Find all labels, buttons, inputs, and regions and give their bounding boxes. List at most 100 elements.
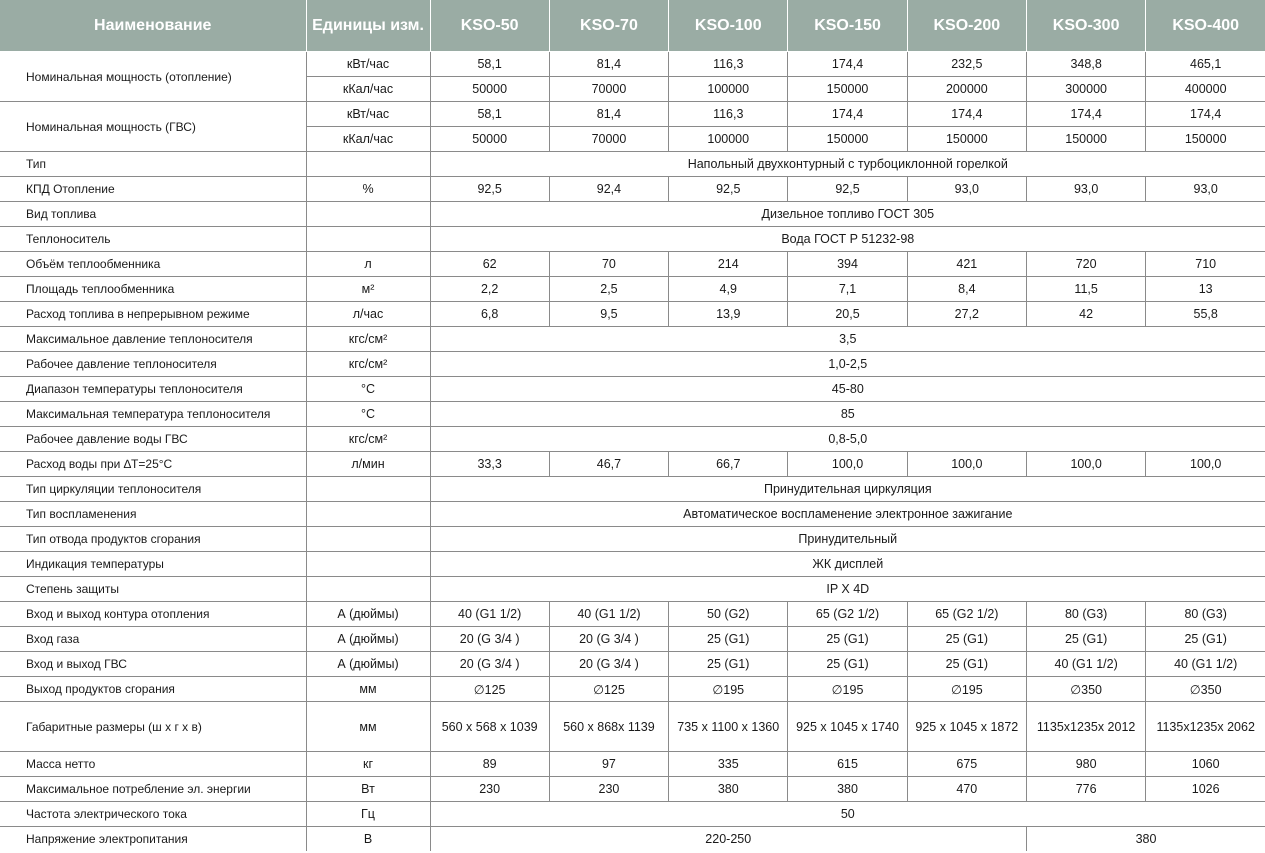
table-row: Габаритные размеры (ш х г х в) мм 560 х 56… bbox=[0, 701, 1265, 752]
value-cell: 25 (G1) bbox=[787, 626, 908, 652]
table-row: Объём теплообменника л 62 70 214 394 421 720 710 bbox=[0, 251, 1265, 277]
value-cell: 421 bbox=[906, 251, 1027, 277]
parameter-name: Степень защиты bbox=[0, 576, 307, 602]
value-cell: ∅195 bbox=[787, 676, 908, 702]
parameter-name: Номинальная мощность (ГВС) bbox=[0, 101, 307, 152]
parameter-name: Теплоноситель bbox=[0, 226, 307, 252]
value-cell: 380 bbox=[668, 776, 789, 802]
value-cell: 25 (G1) bbox=[1025, 626, 1147, 652]
value-cell: 80 (G3) bbox=[1025, 601, 1147, 627]
parameter-name: Габаритные размеры (ш х г х в) bbox=[0, 701, 307, 752]
header-model: KSO-70 bbox=[548, 0, 670, 52]
value-cell: 174,4 bbox=[906, 101, 1027, 127]
unit-cell bbox=[305, 576, 431, 602]
unit-cell bbox=[305, 226, 431, 252]
table-row: Тип циркуляции теплоносителя Принудительн… bbox=[0, 476, 1265, 502]
value-cell: 174,4 bbox=[787, 51, 908, 77]
value-cell: 100,0 bbox=[906, 451, 1027, 477]
value-cell: 214 bbox=[668, 251, 789, 277]
value-cell: 13,9 bbox=[668, 301, 789, 327]
value-cell: 42 bbox=[1025, 301, 1147, 327]
unit-cell: кКал/час bbox=[306, 76, 431, 102]
table-row: Выход продуктов сгорания мм ∅125 ∅125 ∅195 ∅1… bbox=[0, 676, 1265, 702]
table-row: КПД Отопление% 92,5 92,4 92,5 92,5 93,0 93,0 93… bbox=[0, 176, 1265, 202]
unit-cell: м² bbox=[305, 276, 431, 302]
unit-cell: мм bbox=[305, 676, 431, 702]
parameter-name: Максимальное давление теплоносителя bbox=[0, 326, 307, 352]
value-cell: 465,1 bbox=[1145, 51, 1265, 77]
merged-value-cell: 3,5 bbox=[429, 326, 1265, 352]
table-row: Тип Напольный двухконтурный с турбоциклон… bbox=[0, 151, 1265, 177]
table-row: Тип отвода продуктов сгорания Принудитель… bbox=[0, 526, 1265, 552]
value-cell: 20 (G 3/4 ) bbox=[548, 626, 670, 652]
value-cell: 93,0 bbox=[1025, 176, 1147, 202]
table-row: Рабочее давление воды ГВС кгс/см² 0,8-5,0 bbox=[0, 426, 1265, 452]
table-row: Площадь теплообменника м² 2,2 2,5 4,9 7,1 8,4 1… bbox=[0, 276, 1265, 302]
value-cell: 174,4 bbox=[1145, 101, 1265, 127]
merged-value-cell: 380 bbox=[1025, 826, 1265, 851]
value-cell: 50000 bbox=[429, 126, 550, 152]
value-cell: 55,8 bbox=[1145, 301, 1265, 327]
value-cell: 62 bbox=[429, 251, 550, 277]
header-model: KSO-100 bbox=[668, 0, 789, 52]
table-row: кКал/час 50000 70000 100000 150000 150000 1500… bbox=[0, 126, 1265, 152]
value-cell: 1060 bbox=[1145, 751, 1265, 777]
parameter-name: Расход топлива в непрерывном режиме bbox=[0, 301, 307, 327]
value-cell: 93,0 bbox=[906, 176, 1027, 202]
value-cell: ∅350 bbox=[1145, 676, 1265, 702]
value-cell: 20,5 bbox=[787, 301, 908, 327]
value-cell: 70 bbox=[548, 251, 670, 277]
value-cell: 335 bbox=[668, 751, 789, 777]
value-cell: 20 (G 3/4 ) bbox=[429, 651, 550, 677]
unit-cell: Гц bbox=[305, 801, 431, 827]
value-cell: 720 bbox=[1025, 251, 1147, 277]
unit-cell bbox=[305, 201, 431, 227]
value-cell: 925 х 1045 х 1740 bbox=[787, 701, 908, 752]
unit-cell: В bbox=[305, 826, 431, 851]
value-cell: 58,1 bbox=[429, 101, 550, 127]
value-cell: 6,8 bbox=[429, 301, 550, 327]
unit-cell: % bbox=[305, 176, 431, 202]
value-cell: 92,4 bbox=[548, 176, 670, 202]
unit-cell: А (дюймы) bbox=[305, 651, 431, 677]
value-cell: 50 (G2) bbox=[668, 601, 789, 627]
table-row: Диапазон температуры теплоносителя °С 45-8… bbox=[0, 376, 1265, 402]
value-cell: 25 (G1) bbox=[668, 626, 789, 652]
value-cell: 300000 bbox=[1025, 76, 1147, 102]
parameter-name: Максимальное потребление эл. энергии bbox=[0, 776, 307, 802]
parameter-name: Вид топлива bbox=[0, 201, 307, 227]
value-cell: 174,4 bbox=[1025, 101, 1147, 127]
value-cell: 20 (G 3/4 ) bbox=[429, 626, 550, 652]
unit-cell bbox=[305, 501, 431, 527]
value-cell: 97 bbox=[548, 751, 670, 777]
parameter-name: Частота электрического тока bbox=[0, 801, 307, 827]
value-cell: 174,4 bbox=[787, 101, 908, 127]
value-cell: 230 bbox=[548, 776, 670, 802]
value-cell: 394 bbox=[787, 251, 908, 277]
unit-cell: кгс/см² bbox=[305, 426, 431, 452]
value-cell: 380 bbox=[787, 776, 908, 802]
merged-value-cell: IP X 4D bbox=[429, 576, 1265, 602]
parameter-name: Вход и выход ГВС bbox=[0, 651, 307, 677]
value-cell: 40 (G1 1/2) bbox=[429, 601, 550, 627]
value-cell: 675 bbox=[906, 751, 1027, 777]
parameter-name: Тип воспламенения bbox=[0, 501, 307, 527]
value-cell: 33,3 bbox=[429, 451, 550, 477]
parameter-name: Выход продуктов сгорания bbox=[0, 676, 307, 702]
unit-cell: кгс/см² bbox=[305, 326, 431, 352]
parameter-name: Рабочее давление теплоносителя bbox=[0, 351, 307, 377]
value-cell: 348,8 bbox=[1025, 51, 1147, 77]
table-row: Масса нетто кг 89 97 335 615 675 980 1060 bbox=[0, 751, 1265, 777]
merged-value-cell: ЖК дисплей bbox=[429, 551, 1265, 577]
value-cell: 1135х1235х 2012 bbox=[1025, 701, 1147, 752]
value-cell: 40 (G1 1/2) bbox=[1145, 651, 1265, 677]
parameter-name: Масса нетто bbox=[0, 751, 307, 777]
value-cell: 980 bbox=[1025, 751, 1147, 777]
unit-cell bbox=[305, 526, 431, 552]
value-cell: 150000 bbox=[1145, 126, 1265, 152]
value-cell: 100,0 bbox=[787, 451, 908, 477]
unit-cell: кКал/час bbox=[306, 126, 431, 152]
unit-cell: кгс/см² bbox=[305, 351, 431, 377]
value-cell: ∅195 bbox=[668, 676, 789, 702]
